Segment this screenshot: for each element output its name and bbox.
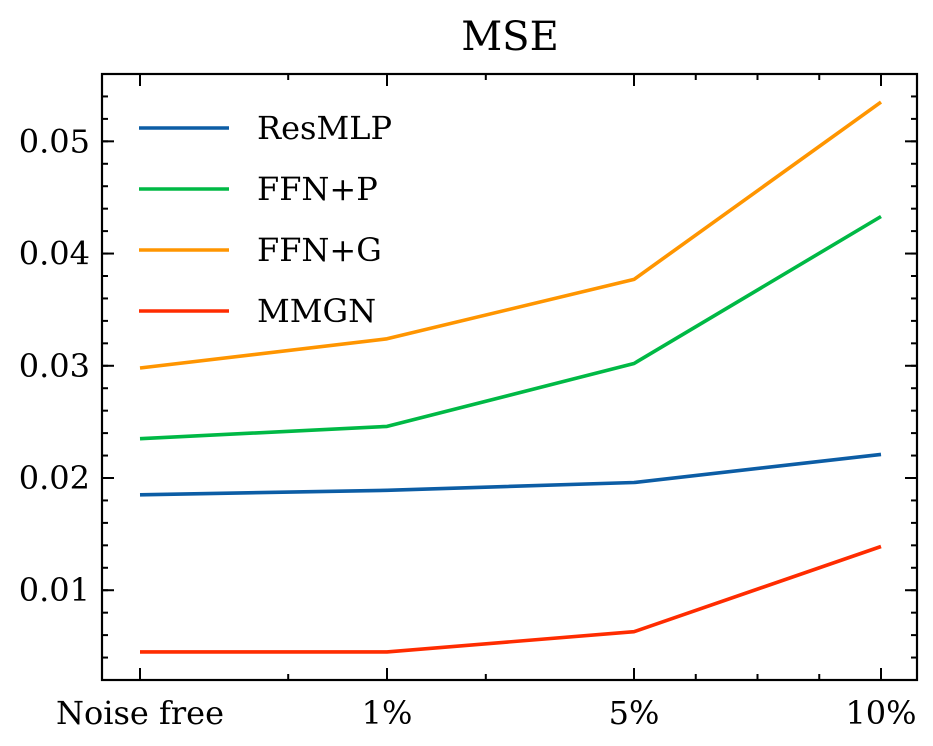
- x-tick-label: 5%: [609, 694, 660, 732]
- legend-label: FFN+G: [257, 231, 382, 269]
- series-line-ffn-p: [139, 214, 882, 441]
- y-tick-label: 0.03: [19, 347, 90, 385]
- y-tick-label: 0.01: [19, 571, 90, 609]
- series-layer: [139, 100, 883, 654]
- series-line-resmlp: [139, 452, 882, 497]
- x-tick-label: 10%: [845, 694, 916, 732]
- legend-entry: FFN+G: [139, 231, 382, 269]
- legend: ResMLP FFN+P FFN+G MMGN: [139, 109, 392, 330]
- legend-entry: ResMLP: [139, 109, 392, 147]
- legend-label: MMGN: [257, 292, 376, 330]
- axes-frame: [100, 72, 919, 682]
- y-tick-label: 0.05: [19, 122, 90, 160]
- series-line-mmgn: [140, 544, 882, 654]
- y-tick-label: 0.04: [19, 235, 90, 273]
- legend-label: ResMLP: [257, 109, 392, 147]
- x-tick-label: 1%: [362, 694, 413, 732]
- legend-entry: FFN+P: [139, 170, 378, 208]
- plot-area: [100, 72, 919, 682]
- x-tick-labels: Noise free 1% 5% 10%: [56, 694, 917, 732]
- legend-label: FFN+P: [257, 170, 378, 208]
- y-tick-labels: 0.01 0.02 0.03 0.04 0.05: [19, 122, 90, 609]
- x-tick-label: Noise free: [56, 694, 224, 732]
- legend-entry: MMGN: [139, 292, 376, 330]
- y-tick-label: 0.02: [19, 459, 90, 497]
- series-line-ffn-g: [139, 100, 883, 370]
- chart-title: MSE: [461, 14, 559, 60]
